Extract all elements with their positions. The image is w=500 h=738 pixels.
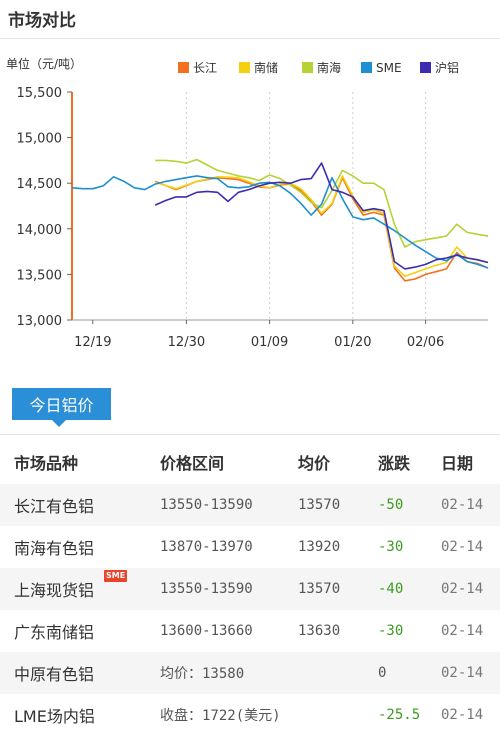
table-row: 上海现货铝 SME 13550-13590 13570 -40 02-14 (0, 568, 500, 610)
legend-label: 沪铝 (435, 60, 459, 75)
page-title: 市场对比 (8, 11, 76, 31)
series-line (154, 175, 489, 277)
legend-swatch (178, 62, 189, 73)
market-name[interactable]: 南海有色铝 (14, 539, 95, 558)
title-divider (0, 38, 500, 39)
price-chart: 单位（元/吨） 13,000 13,500 14,000 14,500 15,000 15… (0, 46, 500, 366)
y-tick-label: 13,000 (17, 314, 63, 329)
series-line (71, 175, 489, 269)
market-name[interactable]: LME场内铝 (14, 707, 95, 726)
price-date: 02-14 (441, 581, 484, 597)
table-row: LME场内铝 收盘：1722(美元) -25.5 02-14 (0, 694, 500, 736)
price-date: 02-14 (441, 623, 484, 639)
y-tick-label: 15,500 (17, 86, 63, 101)
price-range: 13550-13590 (160, 581, 253, 597)
tab-today-aluminum-price[interactable]: 今日铝价 (12, 388, 111, 420)
y-axis-label: 单位（元/吨） (6, 56, 82, 71)
price-change: -25.5 (378, 707, 421, 723)
table-row: 中原有色铝 均价：13580 0 02-14 (0, 652, 500, 694)
price-date: 02-14 (441, 497, 484, 513)
market-name[interactable]: 广东南储铝 (14, 623, 95, 642)
legend-label: 南海 (317, 60, 341, 75)
price-range: 13600-13660 (160, 623, 253, 639)
y-tick-label: 13,500 (17, 268, 63, 283)
legend-label: 长江 (193, 61, 217, 75)
price-date: 02-14 (441, 665, 484, 681)
price-range: 均价：13580 (160, 666, 245, 682)
header-average: 均价 (298, 454, 331, 473)
tab-pointer-icon (52, 420, 66, 427)
table-header-row: 市场品种 价格区间 均价 涨跌 日期 (0, 440, 500, 484)
price-date: 02-14 (441, 539, 484, 555)
sme-badge: SME (104, 570, 128, 582)
price-change: 0 (378, 665, 387, 681)
average-price: 13570 (298, 581, 341, 597)
market-name[interactable]: 中原有色铝 (14, 665, 95, 684)
market-name[interactable]: 上海现货铝 (14, 581, 95, 600)
legend-swatch (302, 62, 313, 73)
table-row: 广东南储铝 13600-13660 13630 -30 02-14 (0, 610, 500, 652)
price-change: -40 (378, 581, 404, 597)
legend-swatch (361, 62, 372, 73)
price-date: 02-14 (441, 707, 484, 723)
series-line (154, 176, 489, 282)
x-tick-label: 01/09 (251, 335, 288, 350)
x-tick-label: 02/06 (407, 335, 444, 350)
x-tick-label: 01/20 (334, 335, 371, 350)
header-price-range: 价格区间 (160, 454, 225, 473)
average-price: 13630 (298, 623, 341, 639)
price-change: -50 (378, 497, 404, 513)
y-tick-label: 14,000 (17, 223, 63, 238)
series-line (155, 158, 489, 248)
price-range: 收盘：1722(美元) (160, 708, 281, 724)
average-price: 13570 (298, 497, 341, 513)
price-line-chart: 单位（元/吨） 13,000 13,500 14,000 14,500 15,000 15… (6, 56, 489, 350)
table-row: 南海有色铝 13870-13970 13920 -30 02-14 (0, 526, 500, 568)
tab-divider (0, 434, 500, 435)
price-range: 13550-13590 (160, 497, 253, 513)
price-change: -30 (378, 623, 404, 639)
legend-label: SME (376, 61, 402, 75)
y-tick-label: 14,500 (17, 177, 63, 192)
header-market: 市场品种 (14, 454, 79, 473)
y-tick-label: 15,000 (17, 132, 63, 147)
legend-swatch (420, 62, 431, 73)
header-change: 涨跌 (378, 454, 411, 473)
price-range: 13870-13970 (160, 539, 253, 555)
average-price: 13920 (298, 539, 341, 555)
x-tick-label: 12/30 (168, 335, 205, 350)
series-line (154, 162, 489, 270)
legend-swatch (239, 62, 250, 73)
table-row: 长江有色铝 13550-13590 13570 -50 02-14 (0, 484, 500, 526)
header-date: 日期 (441, 454, 474, 473)
legend-label: 南储 (254, 60, 278, 75)
price-change: -30 (378, 539, 404, 555)
price-table: 市场品种 价格区间 均价 涨跌 日期 长江有色铝 13550-13590 135… (0, 440, 500, 736)
market-name[interactable]: 长江有色铝 (14, 497, 95, 516)
x-tick-label: 12/19 (74, 335, 111, 350)
